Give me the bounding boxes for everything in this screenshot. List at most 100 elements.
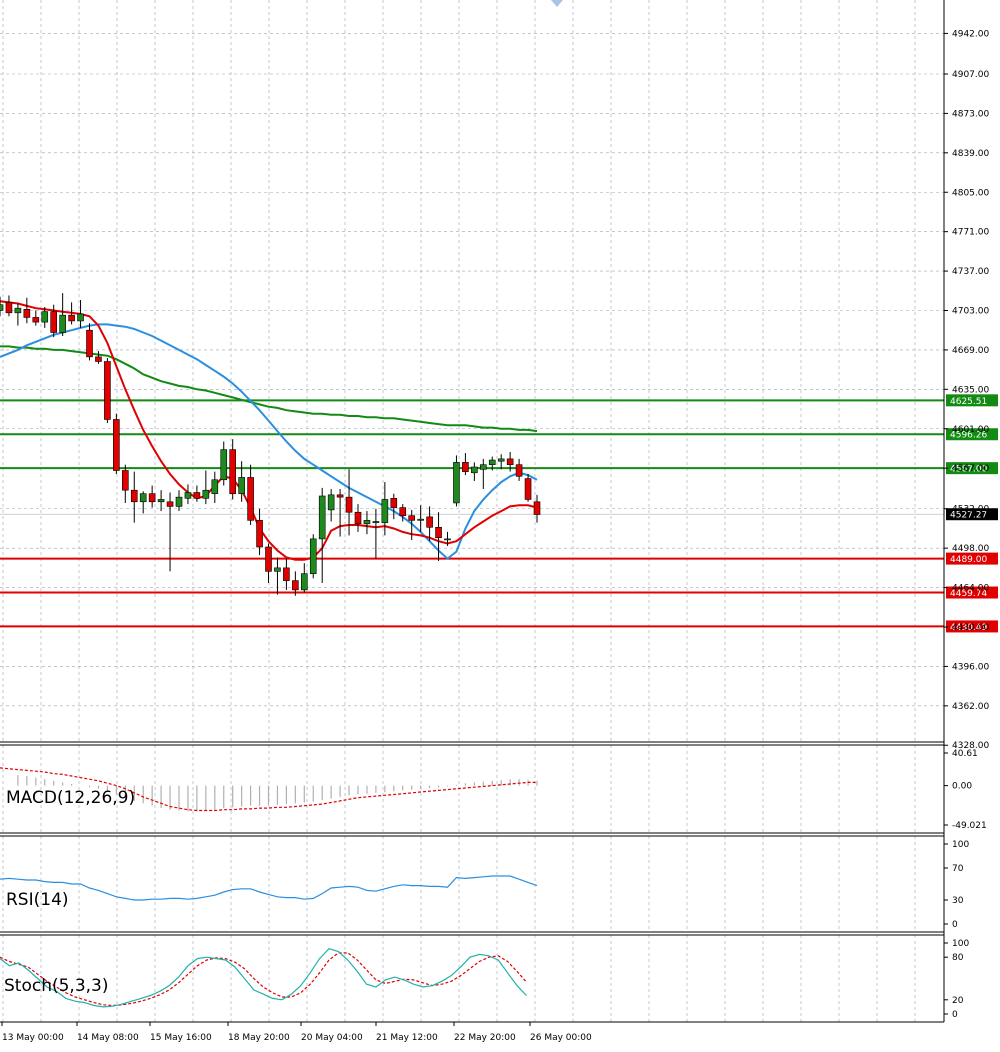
- price-tick-label: 4532.00: [952, 505, 989, 515]
- candle-body: [139, 493, 147, 503]
- candle: [14, 303, 22, 326]
- price-tick-label: 4771.00: [952, 228, 989, 238]
- candle: [372, 508, 380, 559]
- candle: [256, 508, 263, 556]
- time-tick-label: 15 May 16:00: [150, 1033, 212, 1043]
- price-tick-label: 4362.00: [952, 702, 989, 712]
- time-tick-label: 21 May 12:00: [376, 1033, 438, 1043]
- candle: [184, 484, 192, 505]
- candle: [122, 464, 129, 503]
- time-tick-label: 14 May 08:00: [77, 1033, 139, 1043]
- candle: [399, 504, 407, 522]
- candle: [318, 487, 326, 583]
- candle: [345, 469, 353, 536]
- stoch-label: Stoch(5,3,3): [4, 976, 109, 996]
- price-tick-label: 4464.00: [952, 584, 989, 594]
- candle-body: [283, 567, 290, 581]
- candle-body: [497, 458, 505, 462]
- candle-body: [113, 419, 120, 471]
- candle-body: [238, 477, 245, 494]
- candle-body: [292, 580, 299, 591]
- candle: [86, 323, 93, 361]
- rsi-tick-label: 30: [952, 896, 964, 906]
- stoch-tick-label: 80: [952, 953, 964, 963]
- candle-body: [479, 464, 487, 470]
- macd-tick-label: 0.00: [952, 782, 972, 792]
- candle-body: [32, 317, 40, 323]
- candle: [77, 300, 84, 328]
- candle: [247, 464, 254, 525]
- candle: [300, 563, 308, 593]
- candle: [59, 293, 66, 337]
- candle: [238, 461, 245, 502]
- price-tick-label: 4430.00: [952, 623, 989, 633]
- candle: [444, 531, 451, 546]
- candle: [462, 453, 469, 476]
- candle: [5, 295, 13, 317]
- rsi-label: RSI(14): [6, 890, 69, 910]
- rsi-line: [0, 875, 538, 901]
- candle: [471, 462, 478, 481]
- resistance-level-value: 4596.26: [950, 431, 987, 441]
- candle: [113, 413, 120, 474]
- indicator-panes: [0, 767, 538, 1008]
- stoch-tick-label: 100: [952, 939, 969, 949]
- resistance-level-value: 4567.00: [950, 465, 987, 475]
- candle: [533, 494, 541, 523]
- candle-body: [256, 520, 263, 548]
- candle-body: [515, 464, 523, 477]
- candle: [506, 451, 514, 472]
- resistance-level-value: 4625.51: [950, 397, 987, 407]
- price-tick-label: 4942.00: [952, 29, 989, 39]
- candle-body: [86, 329, 93, 358]
- candle-body: [426, 516, 433, 528]
- candle-body: [50, 311, 58, 333]
- candle-body: [0, 304, 4, 311]
- candle-body: [381, 499, 389, 523]
- price-levels: 4625.51 4596.26 4567.00 4489.00 4459.74 4430.…: [0, 394, 998, 633]
- candle: [166, 492, 174, 572]
- time-tick-label: 26 May 00:00: [530, 1033, 592, 1043]
- candle: [104, 358, 111, 423]
- candle: [309, 534, 317, 579]
- candle-body: [524, 478, 532, 500]
- stoch-tick-label: 20: [952, 996, 964, 1006]
- candle: [220, 441, 228, 486]
- candle: [50, 304, 58, 338]
- candle: [202, 470, 210, 505]
- candle: [23, 297, 31, 324]
- candle-body: [41, 311, 49, 323]
- candle: [139, 491, 147, 514]
- support-level-tag: [946, 586, 998, 599]
- candle-body: [14, 307, 22, 314]
- candle: [148, 485, 156, 508]
- candle: [426, 506, 433, 542]
- stoch-main-line: [0, 948, 527, 1008]
- candle-body: [122, 470, 129, 491]
- candle: [488, 456, 496, 471]
- candle: [32, 310, 40, 326]
- candle-body: [345, 496, 353, 513]
- scroll-marker-icon[interactable]: [551, 0, 563, 7]
- candle-body: [23, 309, 31, 318]
- candle-body: [184, 492, 192, 499]
- candle: [283, 558, 290, 590]
- candle-body: [5, 302, 13, 314]
- pane-borders: [0, 0, 945, 1023]
- candle-body: [202, 489, 210, 499]
- candle-body: [506, 458, 514, 465]
- stoch-tick-label: 0: [952, 1010, 958, 1020]
- candle: [229, 439, 236, 500]
- price-tick-label: 4839.00: [952, 149, 989, 159]
- resistance-level-tag: [946, 394, 998, 407]
- candle-body: [77, 313, 84, 322]
- candle: [265, 543, 272, 583]
- price-tick-label: 4396.00: [952, 662, 989, 672]
- axes: 4942.00 4907.00 4873.00 4839.00 4805.00 4771.…: [1, 29, 989, 1043]
- candle: [408, 509, 416, 541]
- candle-body: [435, 526, 442, 539]
- support-level-tag: [946, 620, 998, 633]
- candle: [363, 511, 371, 535]
- candle: [193, 485, 201, 502]
